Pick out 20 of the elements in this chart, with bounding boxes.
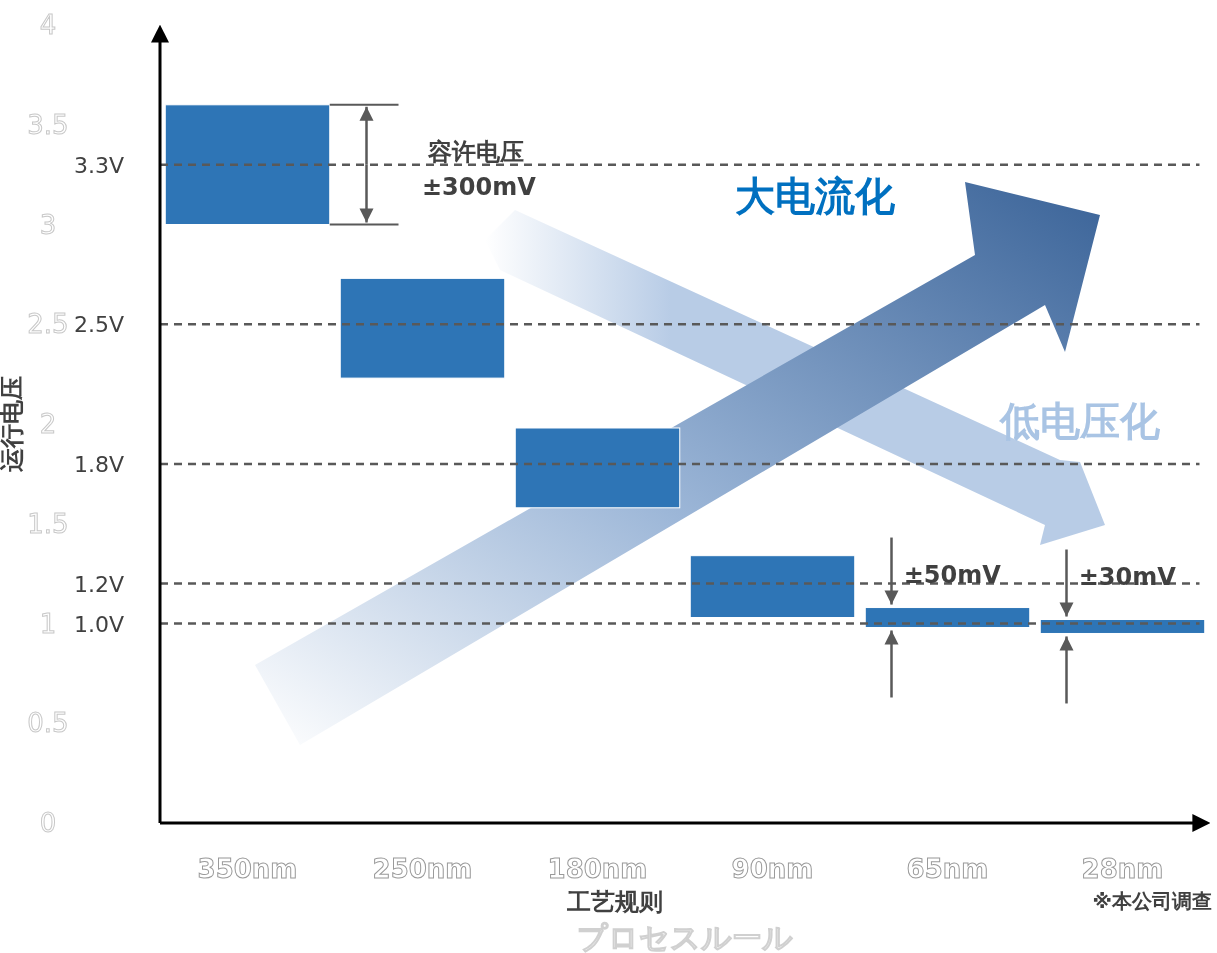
- annotation: 大电流化: [735, 173, 896, 219]
- ref-line-label: 1.8V: [73, 451, 124, 477]
- ref-line-label: 1.0V: [73, 611, 124, 637]
- x-tick-label: 180nm: [547, 854, 648, 884]
- text: ※本公司调查: [1092, 889, 1212, 913]
- y-axis-title: 运行电压: [0, 376, 26, 473]
- ref-line-label: 3.3V: [73, 152, 124, 178]
- x-tick-label: 90nm: [731, 854, 814, 884]
- ref-line-label: 1.2V: [73, 571, 124, 597]
- annotation: ±30mV: [1078, 562, 1177, 591]
- x-tick-label: 350nm: [197, 854, 298, 884]
- annotation: 低电压化: [998, 398, 1161, 444]
- x-axis-title: 工艺规则: [566, 888, 663, 916]
- x-tick-label: 28nm: [1081, 854, 1164, 884]
- annotation: 容许电压: [427, 138, 524, 166]
- x-tick-label: 250nm: [372, 854, 473, 884]
- ref-line-label: 2.5V: [73, 312, 124, 338]
- x-tick-label: 65nm: [906, 854, 989, 884]
- annotation: ±300mV: [422, 173, 537, 201]
- annotation: ±50mV: [903, 560, 1002, 589]
